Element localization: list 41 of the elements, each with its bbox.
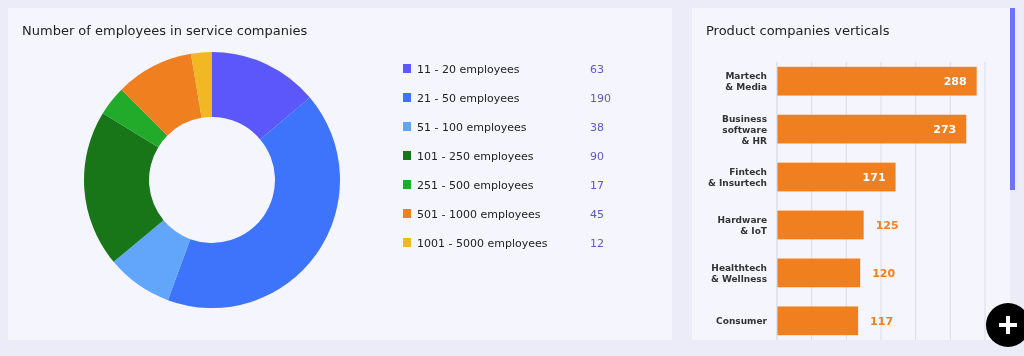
data-label: 288 [943, 75, 967, 89]
donut-slice [167, 97, 340, 308]
data-label: 273 [933, 123, 957, 137]
y-tick-label: Hardware & IoT [717, 214, 768, 236]
legend-label: 11 - 20 employees [417, 63, 520, 76]
donut-slice [190, 52, 212, 118]
donut-slice [84, 113, 164, 262]
data-label: 63 [590, 63, 604, 76]
data-label: 125 [875, 218, 899, 232]
donut-slice [121, 53, 202, 136]
bar [777, 66, 977, 96]
donut-slice [113, 220, 191, 301]
data-label: 120 [872, 266, 896, 280]
bar [777, 114, 967, 144]
data-label: 171 [862, 171, 886, 185]
legend-label: 501 - 1000 employees [417, 208, 541, 221]
legend-label: 1001 - 5000 employees [417, 237, 548, 250]
donut-slice [102, 89, 168, 148]
data-label: 12 [590, 237, 604, 250]
legend-label: 251 - 500 employees [417, 179, 534, 192]
chart-title: Number of employees in service companies [22, 23, 308, 38]
bar [777, 162, 896, 192]
chart-title: Product companies verticals [706, 23, 890, 38]
donut-slice [212, 52, 310, 140]
data-label: 117 [870, 314, 894, 328]
legend-label: 51 - 100 employees [417, 121, 527, 134]
bar [777, 258, 861, 288]
y-tick-label: Business software & HR [722, 113, 768, 146]
data-label: 45 [590, 208, 604, 221]
y-tick-label: Healthtech & Wellness [710, 262, 767, 284]
bar [777, 306, 859, 336]
data-label: 190 [590, 92, 611, 105]
data-label: 38 [590, 121, 604, 134]
data-label: 90 [590, 150, 604, 163]
y-tick-label: Martech & Media [725, 71, 767, 93]
data-label: 17 [590, 179, 604, 192]
bar [777, 210, 864, 240]
y-tick-label: Consumer [716, 316, 768, 327]
y-tick-label: Fintech & Insurtech [707, 167, 767, 189]
legend-label: 21 - 50 employees [417, 92, 520, 105]
legend-label: 101 - 250 employees [417, 150, 534, 163]
